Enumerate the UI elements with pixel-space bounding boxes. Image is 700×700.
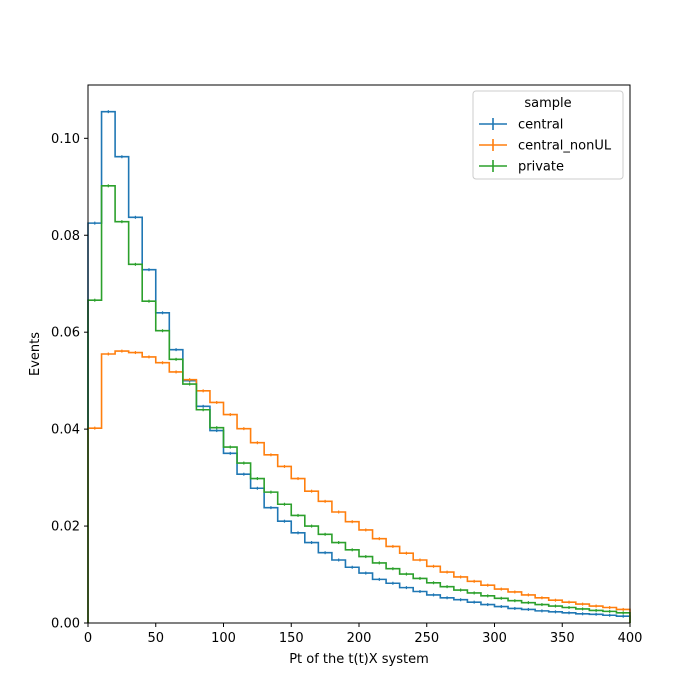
x-tick-label: 300 xyxy=(482,631,507,646)
x-tick-label: 100 xyxy=(211,631,236,646)
legend-title: sample xyxy=(524,96,571,111)
y-tick-label: 0.02 xyxy=(51,520,80,535)
x-tick-label: 200 xyxy=(347,631,372,646)
x-axis-label: Pt of the t(t)X system xyxy=(289,652,429,667)
series-private xyxy=(87,184,631,623)
x-tick-label: 0 xyxy=(84,631,92,646)
y-tick-label: 0.04 xyxy=(51,423,80,438)
legend-frame xyxy=(472,90,624,180)
x-tick-label: 250 xyxy=(414,631,439,646)
series-central_nonUL xyxy=(87,349,631,623)
legend-item-central: central xyxy=(479,118,563,133)
series-central xyxy=(87,110,631,623)
x-tick-label: 350 xyxy=(550,631,575,646)
y-tick-label: 0.06 xyxy=(51,326,80,341)
legend-label: central xyxy=(518,118,563,133)
x-tick-label: 400 xyxy=(618,631,643,646)
y-tick-label: 0.08 xyxy=(51,229,80,244)
axes-layer: 0 50 100 150 200 250 300 350 400 0.00 0.02 0.04 0.06… xyxy=(51,84,643,646)
y-axis-label: Events xyxy=(28,332,43,376)
y-tick-label: 0.10 xyxy=(51,132,80,147)
x-tick-label: 50 xyxy=(147,631,164,646)
y-tick-label: 0.00 xyxy=(51,617,80,632)
series-layer xyxy=(87,110,631,623)
legend-item-central_nonUL: central_nonUL xyxy=(479,139,612,154)
x-tick-label: 150 xyxy=(279,631,304,646)
legend-label: central_nonUL xyxy=(518,139,612,154)
legend-item-private: private xyxy=(479,160,564,175)
legend-label: private xyxy=(518,160,564,175)
